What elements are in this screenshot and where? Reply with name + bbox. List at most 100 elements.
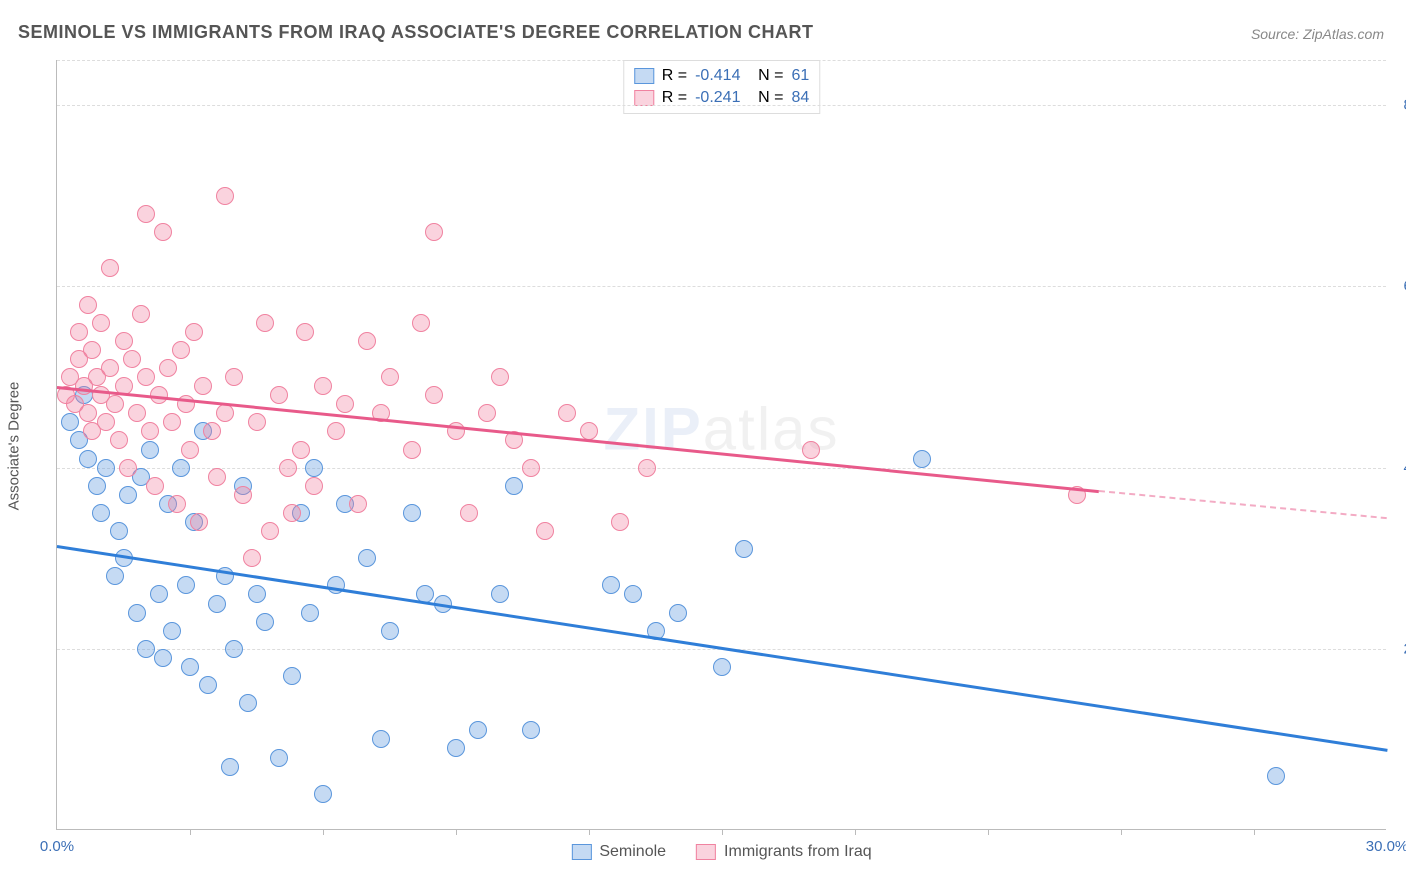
trend-line bbox=[57, 545, 1387, 751]
data-point bbox=[261, 522, 279, 540]
data-point bbox=[194, 377, 212, 395]
data-point bbox=[61, 413, 79, 431]
data-point bbox=[491, 368, 509, 386]
data-point bbox=[558, 404, 576, 422]
data-point bbox=[283, 667, 301, 685]
data-point bbox=[425, 386, 443, 404]
data-point bbox=[713, 658, 731, 676]
label-n: N = bbox=[758, 67, 783, 85]
data-point bbox=[154, 649, 172, 667]
data-point bbox=[216, 187, 234, 205]
data-point bbox=[208, 595, 226, 613]
ytick-label: 40.0% bbox=[1391, 459, 1406, 476]
data-point bbox=[314, 377, 332, 395]
legend-label-seminole: Seminole bbox=[599, 843, 666, 861]
data-point bbox=[225, 640, 243, 658]
data-point bbox=[97, 459, 115, 477]
data-point bbox=[234, 486, 252, 504]
data-point bbox=[239, 694, 257, 712]
data-point bbox=[425, 223, 443, 241]
legend-item-seminole: Seminole bbox=[571, 843, 666, 861]
value-r-seminole: -0.414 bbox=[695, 67, 750, 85]
data-point bbox=[83, 341, 101, 359]
data-point bbox=[913, 450, 931, 468]
data-point bbox=[110, 431, 128, 449]
data-point bbox=[349, 495, 367, 513]
legend-label-iraq: Immigrants from Iraq bbox=[724, 843, 872, 861]
xtick-minor bbox=[1254, 829, 1255, 835]
data-point bbox=[602, 576, 620, 594]
data-point bbox=[146, 477, 164, 495]
data-point bbox=[97, 413, 115, 431]
data-point bbox=[256, 613, 274, 631]
data-point bbox=[163, 622, 181, 640]
data-point bbox=[381, 368, 399, 386]
chart-title: SEMINOLE VS IMMIGRANTS FROM IRAQ ASSOCIA… bbox=[18, 22, 813, 43]
data-point bbox=[181, 441, 199, 459]
data-point bbox=[123, 350, 141, 368]
data-point bbox=[119, 486, 137, 504]
data-point bbox=[469, 721, 487, 739]
data-point bbox=[301, 604, 319, 622]
data-point bbox=[256, 314, 274, 332]
data-point bbox=[536, 522, 554, 540]
data-point bbox=[137, 640, 155, 658]
gridline bbox=[57, 60, 1386, 61]
legend-series: Seminole Immigrants from Iraq bbox=[571, 843, 871, 861]
data-point bbox=[735, 540, 753, 558]
data-point bbox=[154, 223, 172, 241]
data-point bbox=[79, 404, 97, 422]
data-point bbox=[283, 504, 301, 522]
gridline bbox=[57, 468, 1386, 469]
data-point bbox=[150, 585, 168, 603]
xtick-label: 30.0% bbox=[1366, 838, 1406, 855]
data-point bbox=[305, 477, 323, 495]
data-point bbox=[115, 332, 133, 350]
swatch-seminole bbox=[634, 68, 654, 84]
data-point bbox=[101, 259, 119, 277]
data-point bbox=[296, 323, 314, 341]
data-point bbox=[208, 468, 226, 486]
data-point bbox=[403, 441, 421, 459]
xtick-minor bbox=[456, 829, 457, 835]
trend-line bbox=[1099, 490, 1387, 519]
label-r: R = bbox=[662, 67, 687, 85]
xtick-minor bbox=[722, 829, 723, 835]
legend-stats-row-seminole: R = -0.414 N = 61 bbox=[634, 65, 809, 87]
data-point bbox=[70, 323, 88, 341]
xtick-minor bbox=[589, 829, 590, 835]
data-point bbox=[372, 730, 390, 748]
source-label: Source: ZipAtlas.com bbox=[1251, 26, 1384, 42]
data-point bbox=[106, 567, 124, 585]
data-point bbox=[92, 504, 110, 522]
data-point bbox=[221, 758, 239, 776]
data-point bbox=[132, 305, 150, 323]
data-point bbox=[1267, 767, 1285, 785]
data-point bbox=[669, 604, 687, 622]
data-point bbox=[358, 332, 376, 350]
data-point bbox=[243, 549, 261, 567]
xtick-minor bbox=[988, 829, 989, 835]
data-point bbox=[270, 386, 288, 404]
data-point bbox=[190, 513, 208, 531]
data-point bbox=[327, 422, 345, 440]
data-point bbox=[358, 549, 376, 567]
data-point bbox=[181, 658, 199, 676]
data-point bbox=[327, 576, 345, 594]
data-point bbox=[119, 459, 137, 477]
data-point bbox=[185, 323, 203, 341]
data-point bbox=[177, 576, 195, 594]
gridline bbox=[57, 286, 1386, 287]
xtick-minor bbox=[323, 829, 324, 835]
data-point bbox=[505, 477, 523, 495]
data-point bbox=[305, 459, 323, 477]
xtick-minor bbox=[1121, 829, 1122, 835]
data-point bbox=[447, 739, 465, 757]
data-point bbox=[314, 785, 332, 803]
data-point bbox=[92, 314, 110, 332]
ytick-label: 20.0% bbox=[1391, 640, 1406, 657]
data-point bbox=[141, 422, 159, 440]
data-point bbox=[478, 404, 496, 422]
legend-item-iraq: Immigrants from Iraq bbox=[696, 843, 872, 861]
data-point bbox=[163, 413, 181, 431]
